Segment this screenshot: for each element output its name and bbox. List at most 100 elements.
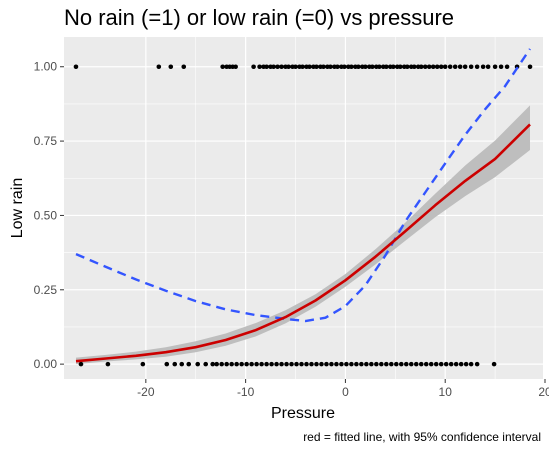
data-point: [210, 361, 215, 367]
data-point: [474, 361, 480, 367]
data-point: [334, 361, 339, 367]
data-point: [244, 361, 249, 367]
x-axis-ticks: -20 -10 0 10 20: [137, 379, 549, 399]
data-point: [404, 64, 410, 70]
data-point: [304, 361, 309, 367]
data-point: [286, 64, 291, 70]
data-point: [342, 64, 347, 70]
data-point: [324, 361, 329, 367]
data-point: [279, 64, 284, 70]
data-point: [249, 361, 254, 367]
y-tick-label: 0.50: [34, 208, 58, 222]
data-point: [269, 361, 274, 367]
plot-panel: [64, 37, 543, 379]
data-point: [458, 361, 464, 367]
data-point: [480, 64, 486, 70]
y-tick-label: 1.00: [34, 60, 58, 74]
data-point: [239, 361, 244, 367]
data-point: [289, 361, 294, 367]
data-point: [359, 361, 364, 367]
y-axis-title: Low rain: [9, 178, 26, 238]
data-point: [462, 64, 468, 70]
data-point: [259, 361, 264, 367]
data-point: [186, 361, 192, 367]
data-point: [140, 361, 146, 367]
data-point: [300, 64, 305, 70]
data-point: [364, 361, 369, 367]
data-point: [403, 361, 409, 367]
data-point: [293, 64, 298, 70]
y-tick-label: 0.75: [34, 134, 58, 148]
data-point: [438, 361, 444, 367]
data-point: [234, 361, 239, 367]
data-point: [168, 64, 174, 70]
y-tick-label: 0.25: [34, 283, 58, 297]
data-point: [384, 361, 389, 367]
data-point: [422, 64, 428, 70]
data-point: [438, 64, 444, 70]
data-point: [220, 64, 225, 70]
data-point: [408, 361, 414, 367]
data-point: [426, 64, 432, 70]
data-point: [294, 361, 299, 367]
data-point: [397, 64, 403, 70]
data-point: [233, 64, 238, 70]
data-point: [384, 64, 389, 70]
data-point: [271, 64, 276, 70]
data-point: [418, 64, 424, 70]
data-point: [504, 64, 510, 70]
x-tick-label: 0: [342, 385, 349, 399]
data-point: [329, 361, 334, 367]
data-point: [172, 361, 178, 367]
data-point: [379, 361, 384, 367]
data-point: [214, 361, 219, 367]
data-point: [443, 361, 449, 367]
data-point: [203, 361, 209, 367]
x-tick-label: 20: [538, 385, 549, 399]
confidence-ribbon: [76, 105, 530, 365]
smooth-line: [75, 48, 531, 323]
data-point: [394, 361, 399, 367]
data-point: [349, 64, 354, 70]
data-point: [474, 64, 480, 70]
data-point: [468, 64, 474, 70]
data-point: [457, 64, 463, 70]
data-point: [349, 361, 354, 367]
chart-title: No rain (=1) or low rain (=0) vs pressur…: [64, 5, 454, 30]
data-point: [181, 64, 187, 70]
data-point: [274, 361, 279, 367]
data-point: [257, 64, 262, 70]
data-point: [264, 361, 269, 367]
data-point: [251, 64, 256, 70]
data-point: [307, 64, 312, 70]
data-point: [356, 64, 361, 70]
x-axis-title: Pressure: [271, 405, 335, 422]
data-point: [328, 64, 333, 70]
x-tick-label: 10: [439, 385, 453, 399]
data-point: [219, 361, 224, 367]
data-point: [498, 64, 504, 70]
data-point: [314, 361, 319, 367]
data-point: [442, 64, 448, 70]
data-point: [195, 361, 201, 367]
data-point: [411, 64, 417, 70]
data-point: [377, 64, 382, 70]
data-point: [229, 361, 234, 367]
data-point: [452, 64, 458, 70]
data-point: [164, 361, 170, 367]
data-point: [299, 361, 304, 367]
data-point: [319, 361, 324, 367]
data-point: [254, 361, 259, 367]
data-point: [369, 361, 374, 367]
data-point: [284, 361, 289, 367]
data-point: [335, 64, 340, 70]
data-point: [453, 361, 459, 367]
data-point: [447, 64, 453, 70]
data-point: [430, 64, 436, 70]
data-point: [433, 361, 439, 367]
data-point: [527, 64, 533, 70]
data-point: [279, 361, 284, 367]
data-point: [374, 361, 379, 367]
chart-caption: red = fitted line, with 95% confidence i…: [303, 430, 541, 444]
